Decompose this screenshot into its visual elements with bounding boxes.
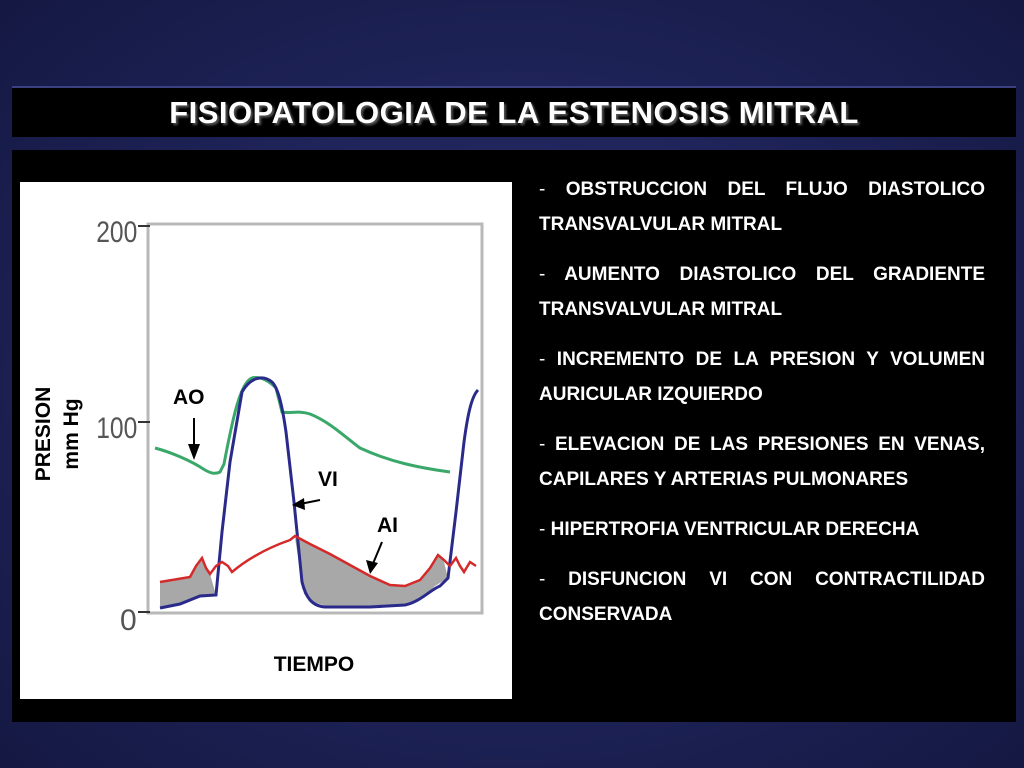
bullet-dash: - xyxy=(539,264,546,285)
plot-frame xyxy=(146,222,484,615)
bullet-dash: - xyxy=(539,179,546,200)
label-left-ventricle: VI xyxy=(318,468,338,491)
bullet-dash: - xyxy=(539,569,546,590)
arrowhead-left-atrium xyxy=(366,560,378,574)
bullet-item: - HIPERTROFIA VENTRICULAR DERECHA xyxy=(539,512,985,547)
label-aorta: AO xyxy=(173,386,205,409)
pressure-diagram: 200 100 0 PRESION mm Hg AO VI AI TIEMPO xyxy=(32,215,484,676)
bullet-text: INCREMENTO DE LA PRESION Y VOLUMEN AURIC… xyxy=(539,349,986,405)
label-left-atrium: AI xyxy=(377,514,398,537)
left-atrium-curve xyxy=(159,534,477,588)
y-tick-label-0: 0 xyxy=(120,604,137,637)
y-tick-label-100: 100 xyxy=(96,411,137,445)
slide-title: FISIOPATOLOGIA DE LA ESTENOSIS MITRAL xyxy=(169,94,859,130)
arrowhead-aorta xyxy=(188,444,200,460)
y-axis-label-line1: PRESION xyxy=(32,387,55,482)
y-tick-label-200: 200 xyxy=(96,215,137,249)
pressure-figure: 200 100 0 PRESION mm Hg AO VI AI TIEMPO xyxy=(20,182,512,699)
arrowhead-left-ventricle xyxy=(292,498,305,510)
bullet-text: OBSTRUCCION DEL FLUJO DIASTOLICO TRANSVA… xyxy=(539,179,985,235)
left-ventricle-curve xyxy=(159,376,480,610)
bullet-item: - OBSTRUCCION DEL FLUJO DIASTOLICO TRANS… xyxy=(539,172,985,242)
bullet-item: - INCREMENTO DE LA PRESION Y VOLUMEN AUR… xyxy=(539,342,985,412)
x-axis-label: TIEMPO xyxy=(274,653,355,676)
bullet-dash: - xyxy=(539,519,546,540)
bullet-text: HIPERTROFIA VENTRICULAR DERECHA xyxy=(550,519,920,540)
bullet-text: DISFUNCION VI CON CONTRACTILIDAD CONSERV… xyxy=(539,569,986,625)
gradient-fill-diastolic xyxy=(295,538,448,607)
bullet-text: AUMENTO DIASTOLICO DEL GRADIENTE TRANSVA… xyxy=(539,264,985,320)
bullet-dash: - xyxy=(539,349,546,370)
bullet-item: - ELEVACION DE LAS PRESIONES EN VENAS, C… xyxy=(539,427,985,497)
bullet-dash: - xyxy=(539,434,546,455)
bullet-item: - AUMENTO DIASTOLICO DEL GRADIENTE TRANS… xyxy=(539,257,985,327)
bullet-list: - OBSTRUCCION DEL FLUJO DIASTOLICO TRANS… xyxy=(539,172,985,647)
bullet-text: ELEVACION DE LAS PRESIONES EN VENAS, CAP… xyxy=(539,434,985,490)
y-axis-label-line2: mm Hg xyxy=(60,398,83,469)
title-bar: FISIOPATOLOGIA DE LA ESTENOSIS MITRAL xyxy=(12,86,1016,137)
bullet-item: - DISFUNCION VI CON CONTRACTILIDAD CONSE… xyxy=(539,562,985,632)
